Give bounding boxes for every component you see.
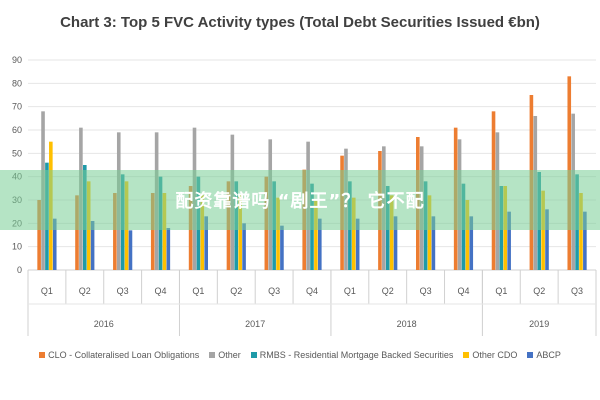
legend-item-other: Other	[209, 350, 241, 360]
x-tick-label: Q2	[79, 286, 91, 296]
year-label: 2017	[245, 319, 265, 329]
bar	[389, 195, 394, 270]
x-tick-label: Q2	[533, 286, 545, 296]
bar	[238, 195, 242, 270]
chart-legend: CLO - Collateralised Loan Obligations Ot…	[0, 350, 600, 360]
bar	[314, 200, 318, 270]
bar	[75, 195, 79, 270]
x-tick-label: Q1	[344, 286, 356, 296]
x-tick-label: Q3	[117, 286, 129, 296]
bar	[545, 209, 549, 270]
bar	[128, 230, 133, 270]
bar	[541, 190, 545, 270]
bar	[469, 216, 474, 270]
x-tick-label: Q2	[382, 286, 394, 296]
x-tick-label: Q1	[495, 286, 507, 296]
x-tick-label: Q1	[41, 286, 53, 296]
y-tick-label: 0	[17, 265, 22, 275]
x-tick-label: Q4	[155, 286, 167, 296]
legend-label: Other CDO	[472, 350, 518, 360]
overlay-banner: 配资靠谱吗 “剧王”？ 它不配	[0, 170, 600, 230]
bar	[242, 223, 246, 270]
x-tick-label: Q3	[571, 286, 583, 296]
x-tick-label: Q3	[420, 286, 432, 296]
legend-swatch	[250, 352, 257, 358]
legend-label: CLO - Collateralised Loan Obligations	[48, 350, 200, 360]
overlay-banner-text: 配资靠谱吗 “剧王”？ 它不配	[175, 191, 425, 212]
y-tick-label: 60	[12, 125, 22, 135]
year-label: 2018	[397, 319, 417, 329]
bar	[351, 197, 356, 270]
legend-item-rmbs: RMBS - Residential Mortgage Backed Secur…	[250, 350, 454, 360]
bar	[204, 216, 208, 270]
x-tick-label: Q4	[306, 286, 318, 296]
legend-swatch	[463, 352, 470, 358]
legend-item-other-cdo: Other CDO	[463, 350, 517, 360]
bar	[583, 211, 587, 270]
legend-swatch	[39, 352, 46, 358]
bar	[507, 211, 511, 270]
bar	[465, 200, 470, 270]
bar	[355, 218, 360, 270]
chart-title: Chart 3: Top 5 FVC Activity types (Total…	[60, 14, 540, 31]
bar	[280, 225, 284, 270]
bar	[37, 200, 41, 270]
legend-swatch	[209, 352, 216, 358]
y-tick-label: 50	[12, 148, 22, 158]
y-tick-label: 80	[12, 78, 22, 88]
x-tick-label: Q3	[268, 286, 280, 296]
year-label: 2016	[94, 319, 114, 329]
legend-item-clo: CLO - Collateralised Loan Obligations	[39, 350, 199, 360]
y-tick-label: 10	[12, 242, 22, 252]
legend-label: ABCP	[536, 350, 561, 360]
bar	[162, 193, 167, 270]
x-tick-label: Q2	[230, 286, 242, 296]
bar	[393, 216, 398, 270]
legend-label: Other	[218, 350, 241, 360]
x-tick-label: Q1	[192, 286, 204, 296]
bar	[431, 216, 436, 270]
bar	[166, 228, 171, 270]
bar	[90, 221, 95, 270]
bar	[52, 218, 57, 270]
bar	[200, 195, 205, 270]
legend-item-abcp: ABCP	[527, 350, 561, 360]
legend-label: RMBS - Residential Mortgage Backed Secur…	[259, 350, 454, 360]
bar	[427, 195, 432, 270]
bar	[113, 193, 117, 270]
x-tick-label: Q4	[457, 286, 469, 296]
bar	[276, 197, 280, 270]
year-label: 2019	[529, 319, 549, 329]
bar	[579, 193, 583, 270]
y-tick-label: 70	[12, 102, 22, 112]
y-tick-label: 90	[12, 55, 22, 65]
legend-swatch	[527, 352, 534, 358]
bar	[318, 218, 322, 270]
bar	[150, 193, 155, 270]
